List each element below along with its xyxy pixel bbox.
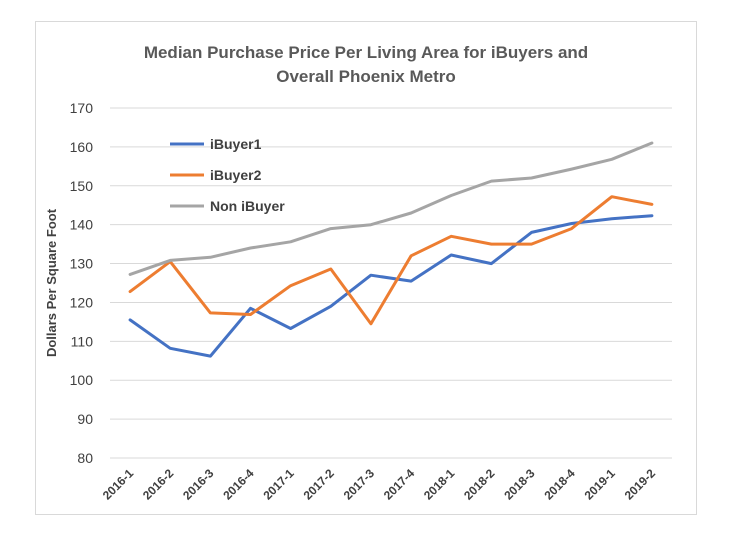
x-tick-label: 2018-1: [421, 466, 458, 503]
chart-title-line-2: Overall Phoenix Metro: [276, 67, 456, 86]
y-tick-label: 140: [70, 217, 94, 233]
x-tick-label: 2016-3: [180, 466, 217, 503]
gridlines: [110, 107, 672, 459]
y-tick-label: 130: [70, 256, 94, 272]
x-tick-label: 2019-2: [622, 466, 659, 503]
x-tick-label: 2018-3: [501, 466, 538, 503]
y-axis-ticks: 80 90 100 110 120 130 140 150 160 170: [70, 100, 94, 466]
y-tick-label: 150: [70, 178, 94, 194]
legend-label: iBuyer1: [210, 136, 262, 152]
legend-label: iBuyer2: [210, 167, 262, 183]
y-tick-label: 170: [70, 100, 94, 116]
y-tick-label: 120: [70, 294, 94, 310]
x-tick-label: 2017-3: [341, 466, 378, 503]
y-tick-label: 80: [77, 450, 93, 466]
x-tick-label: 2016-2: [140, 466, 177, 503]
legend-label: Non iBuyer: [210, 198, 285, 214]
x-tick-label: 2016-4: [220, 466, 257, 503]
x-axis-ticks: 2016-1 2016-2 2016-3 2016-4 2017-1 2017-2 2017…: [100, 466, 658, 503]
series-line-0: [128, 214, 654, 358]
y-tick-label: 160: [70, 139, 94, 155]
x-tick-label: 2016-1: [100, 466, 137, 503]
series-line-1: [128, 195, 654, 326]
x-tick-label: 2018-2: [461, 466, 498, 503]
x-tick-label: 2017-4: [381, 466, 418, 503]
x-tick-label: 2017-2: [301, 466, 338, 503]
y-tick-label: 110: [71, 333, 94, 349]
y-tick-label: 100: [70, 372, 94, 388]
y-axis-label: Dollars Per Square Foot: [44, 208, 59, 357]
series-line-2: [128, 141, 654, 276]
x-tick-label: 2018-4: [541, 466, 578, 503]
chart-title-line-1: Median Purchase Price Per Living Area fo…: [144, 43, 588, 62]
x-tick-label: 2019-1: [582, 466, 619, 503]
x-tick-label: 2017-1: [260, 466, 297, 503]
series-lines: [128, 141, 654, 358]
y-tick-label: 90: [77, 411, 93, 427]
legend: iBuyer1 iBuyer2 Non iBuyer: [170, 136, 285, 214]
